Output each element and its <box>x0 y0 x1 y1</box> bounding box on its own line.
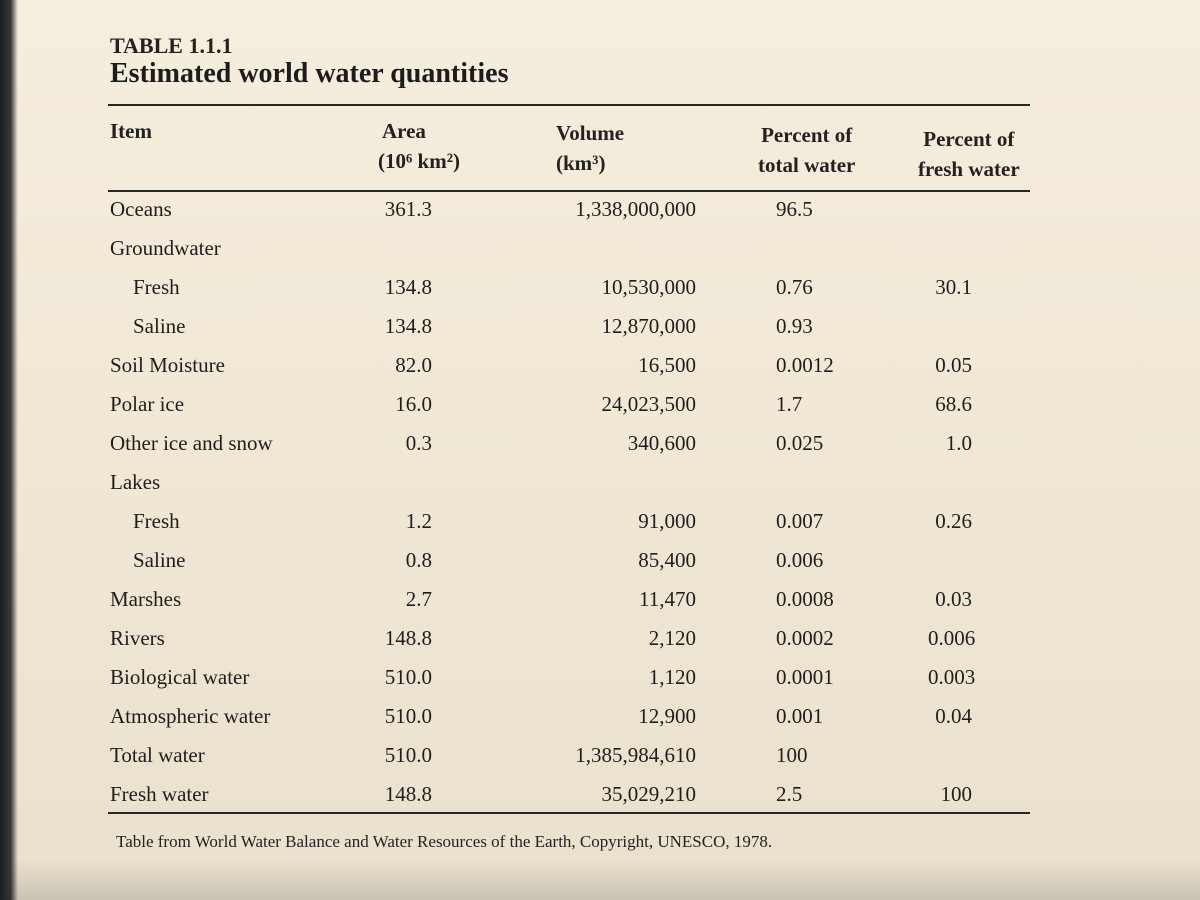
item-cell: Saline <box>133 314 186 338</box>
percent-total-cell: 0.0001 <box>776 665 834 689</box>
area-cell: 0.8 <box>405 548 432 572</box>
volume-cell: 340,600 <box>627 431 696 455</box>
item-cell: Total water <box>110 743 205 767</box>
item-cell: Fresh water <box>110 782 209 806</box>
header-area: Area (10⁶ km²) <box>378 119 461 173</box>
item-cell: Other ice and snow <box>110 431 273 455</box>
percent-total-cell: 0.001 <box>776 704 824 728</box>
item-cell: Fresh <box>133 275 180 299</box>
table-source-note: Table from World Water Balance and Water… <box>116 832 773 851</box>
percent-total-cell: 96.5 <box>776 197 813 221</box>
area-cell: 510.0 <box>384 743 432 767</box>
volume-cell: 12,900 <box>638 704 696 728</box>
volume-cell: 35,029,210 <box>601 782 697 806</box>
item-cell: Biological water <box>110 665 250 689</box>
percent-fresh-cell: 0.04 <box>935 704 972 728</box>
percent-total-cell: 2.5 <box>776 782 803 806</box>
volume-cell: 12,870,000 <box>601 314 697 338</box>
volume-cell: 2,120 <box>648 626 696 650</box>
percent-fresh-cell: 0.006 <box>928 626 976 650</box>
item-cell: Fresh <box>133 509 180 533</box>
percent-total-cell: 0.0012 <box>776 353 834 377</box>
percent-fresh-cell: 30.1 <box>935 275 972 299</box>
area-cell: 2.7 <box>405 587 432 611</box>
header-volume: Volume (km³) <box>556 121 625 175</box>
header-percent-fresh: Percent of fresh water <box>918 127 1020 181</box>
header-percent-total: Percent of total water <box>758 123 856 177</box>
percent-fresh-cell: 0.05 <box>935 353 972 377</box>
percent-fresh-cell: 100 <box>940 782 973 806</box>
area-cell: 361.3 <box>384 197 432 221</box>
volume-cell: 10,530,000 <box>601 275 697 299</box>
area-cell: 1.2 <box>405 509 432 533</box>
volume-cell: 1,338,000,000 <box>575 197 696 221</box>
volume-cell: 85,400 <box>638 548 696 572</box>
header-item: Item <box>110 119 152 143</box>
item-cell: Groundwater <box>110 236 221 260</box>
header-rule <box>108 190 1030 192</box>
volume-cell: 11,470 <box>639 587 696 611</box>
area-cell: 134.8 <box>384 314 432 338</box>
item-cell: Oceans <box>110 197 172 221</box>
percent-total-cell: 0.93 <box>776 314 813 338</box>
area-cell: 510.0 <box>384 665 432 689</box>
percent-fresh-cell: 1.0 <box>945 431 972 455</box>
area-cell: 16.0 <box>395 392 432 416</box>
bottom-rule <box>108 812 1030 814</box>
area-cell: 510.0 <box>384 704 432 728</box>
top-rule <box>108 104 1030 106</box>
area-cell: 82.0 <box>395 353 432 377</box>
table-title: Estimated world water quantities <box>110 58 509 89</box>
item-cell: Soil Moisture <box>110 353 225 377</box>
volume-cell: 16,500 <box>638 353 696 377</box>
area-cell: 148.8 <box>384 782 432 806</box>
percent-fresh-cell: 0.26 <box>935 509 972 533</box>
area-cell: 134.8 <box>384 275 432 299</box>
item-cell: Rivers <box>110 626 165 650</box>
volume-cell: 1,385,984,610 <box>575 743 696 767</box>
percent-total-cell: 0.025 <box>776 431 824 455</box>
percent-fresh-cell: 0.03 <box>935 587 972 611</box>
percent-total-cell: 0.0008 <box>776 587 834 611</box>
item-cell: Polar ice <box>110 392 185 416</box>
area-cell: 148.8 <box>384 626 432 650</box>
percent-total-cell: 0.76 <box>776 275 813 299</box>
volume-cell: 24,023,500 <box>601 392 697 416</box>
table-label: TABLE 1.1.1 <box>110 33 233 58</box>
percent-total-cell: 0.0002 <box>776 626 834 650</box>
volume-cell: 91,000 <box>638 509 696 533</box>
area-cell: 0.3 <box>405 431 432 455</box>
volume-cell: 1,120 <box>648 665 696 689</box>
percent-total-cell: 0.007 <box>776 509 824 533</box>
item-cell: Marshes <box>110 587 182 611</box>
item-cell: Lakes <box>110 470 161 494</box>
item-cell: Atmospheric water <box>110 704 271 728</box>
percent-total-cell: 1.7 <box>776 392 803 416</box>
item-cell: Saline <box>133 548 186 572</box>
percent-fresh-cell: 0.003 <box>928 665 976 689</box>
percent-total-cell: 100 <box>776 743 808 767</box>
percent-total-cell: 0.006 <box>776 548 824 572</box>
percent-fresh-cell: 68.6 <box>935 392 972 416</box>
